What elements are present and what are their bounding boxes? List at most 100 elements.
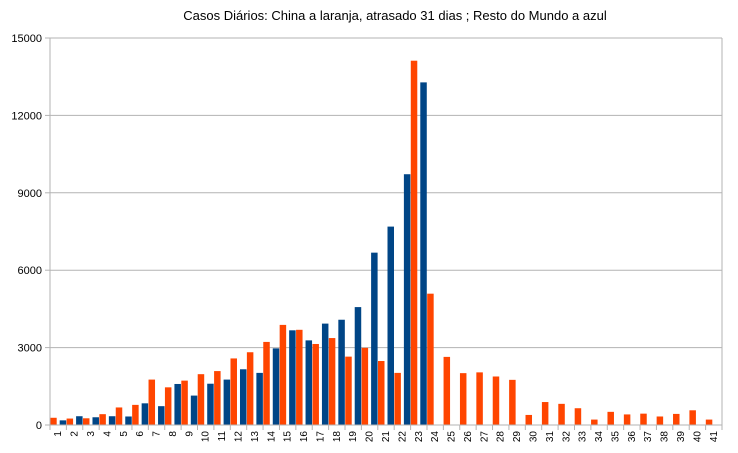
bar-china	[115, 407, 123, 425]
x-tick-label: 2	[70, 431, 81, 437]
x-tick-label: 5	[119, 431, 130, 437]
chart-title: Casos Diários: China a laranja, atrasado…	[183, 8, 607, 23]
bar-china	[689, 410, 696, 425]
x-tick-label: 7	[152, 431, 163, 437]
x-tick-label: 36	[627, 431, 638, 443]
x-tick-label: 10	[201, 431, 212, 443]
bar-china	[132, 404, 139, 425]
x-tick-label: 25	[447, 431, 458, 443]
x-tick-label: 17	[315, 431, 326, 443]
x-tick-label: 3	[86, 431, 97, 437]
bar-resto-do-mundo	[223, 379, 231, 425]
x-tick-label: 18	[332, 431, 343, 443]
y-tick-label: 3000	[18, 343, 42, 355]
x-tick-label: 37	[643, 431, 654, 443]
bar-china	[410, 60, 418, 425]
x-tick-label: 39	[676, 431, 687, 443]
axes	[49, 38, 723, 426]
bar-resto-do-mundo	[76, 416, 83, 425]
gridlines	[50, 37, 722, 426]
bar-china	[345, 356, 352, 425]
bar-china	[66, 418, 74, 425]
x-tick-label: 24	[430, 431, 441, 443]
x-tick-label: 28	[496, 431, 507, 443]
x-axis-ticks: 1 2 3 4 5 6 7 8 9 10 11 12 13 14 15 16 17 18 19 20 21 22 23 24 2…	[49, 425, 723, 443]
y-tick-label: 12000	[11, 110, 42, 122]
bar-resto-do-mundo	[59, 420, 67, 425]
x-tick-label: 32	[561, 431, 572, 443]
x-tick-label: 38	[660, 431, 671, 443]
x-tick-label: 33	[578, 431, 589, 443]
bar-china	[214, 371, 221, 425]
bar-china	[591, 419, 598, 425]
bar-resto-do-mundo	[207, 383, 214, 425]
bar-resto-do-mundo	[321, 323, 329, 425]
bar-china	[296, 329, 303, 425]
bar-china	[82, 418, 90, 425]
x-tick-label: 4	[102, 431, 113, 437]
bar-resto-do-mundo	[108, 416, 116, 425]
bar-china	[492, 376, 500, 425]
bar-china	[459, 373, 467, 425]
bar-resto-do-mundo	[420, 82, 427, 425]
x-tick-label: 20	[365, 431, 376, 443]
bar-resto-do-mundo	[190, 395, 198, 425]
bar-resto-do-mundo	[305, 340, 313, 425]
bar-resto-do-mundo	[125, 416, 132, 425]
x-tick-label: 30	[529, 431, 540, 443]
bar-china	[164, 387, 172, 425]
x-tick-label: 35	[610, 431, 621, 443]
bar-china	[361, 347, 369, 425]
bar-china	[427, 293, 434, 425]
x-tick-label: 9	[184, 431, 195, 437]
x-tick-label: 8	[168, 431, 179, 437]
bar-china	[378, 361, 385, 425]
bar-china	[197, 374, 205, 425]
bar-resto-do-mundo	[174, 383, 181, 425]
bar-china	[541, 402, 549, 425]
bar-china	[246, 352, 254, 425]
y-tick-label: 6000	[18, 265, 42, 277]
x-tick-label: 22	[397, 431, 408, 443]
bar-china	[328, 338, 336, 425]
x-tick-label: 31	[545, 431, 556, 443]
x-tick-label: 27	[479, 431, 490, 443]
bar-resto-do-mundo	[403, 174, 411, 425]
bar-china	[394, 372, 401, 425]
x-tick-label: 21	[381, 431, 392, 443]
bar-china	[640, 413, 647, 425]
y-tick-label: 15000	[11, 33, 42, 45]
x-tick-label: 16	[299, 431, 310, 443]
bar-resto-do-mundo	[371, 252, 378, 425]
bar-china	[607, 411, 614, 425]
x-tick-label: 23	[414, 431, 425, 443]
bar-resto-do-mundo	[141, 403, 149, 425]
bar-china	[509, 379, 516, 425]
bar-china	[558, 403, 565, 425]
x-tick-label: 40	[692, 431, 703, 443]
x-tick-label: 34	[594, 431, 605, 443]
bar-china	[525, 414, 533, 425]
x-tick-label: 11	[217, 431, 228, 442]
bar-china	[705, 419, 713, 425]
bar-china	[148, 379, 156, 425]
bar-china	[312, 343, 319, 425]
x-tick-label: 1	[53, 431, 64, 437]
x-tick-label: 14	[266, 431, 277, 443]
bar-china	[230, 358, 237, 425]
x-tick-label: 41	[709, 431, 720, 443]
bars	[50, 60, 713, 425]
bar-resto-do-mundo	[256, 372, 263, 425]
bar-resto-do-mundo	[92, 417, 99, 425]
bar-china	[574, 408, 582, 425]
x-tick-label: 12	[233, 431, 244, 443]
x-tick-label: 13	[250, 431, 261, 443]
bar-resto-do-mundo	[272, 348, 280, 425]
bar-china	[476, 372, 483, 425]
bar-resto-do-mundo	[289, 330, 296, 425]
bar-china	[50, 417, 57, 425]
bar-china	[279, 324, 287, 425]
bar-resto-do-mundo	[239, 369, 247, 425]
bar-china	[623, 414, 631, 425]
